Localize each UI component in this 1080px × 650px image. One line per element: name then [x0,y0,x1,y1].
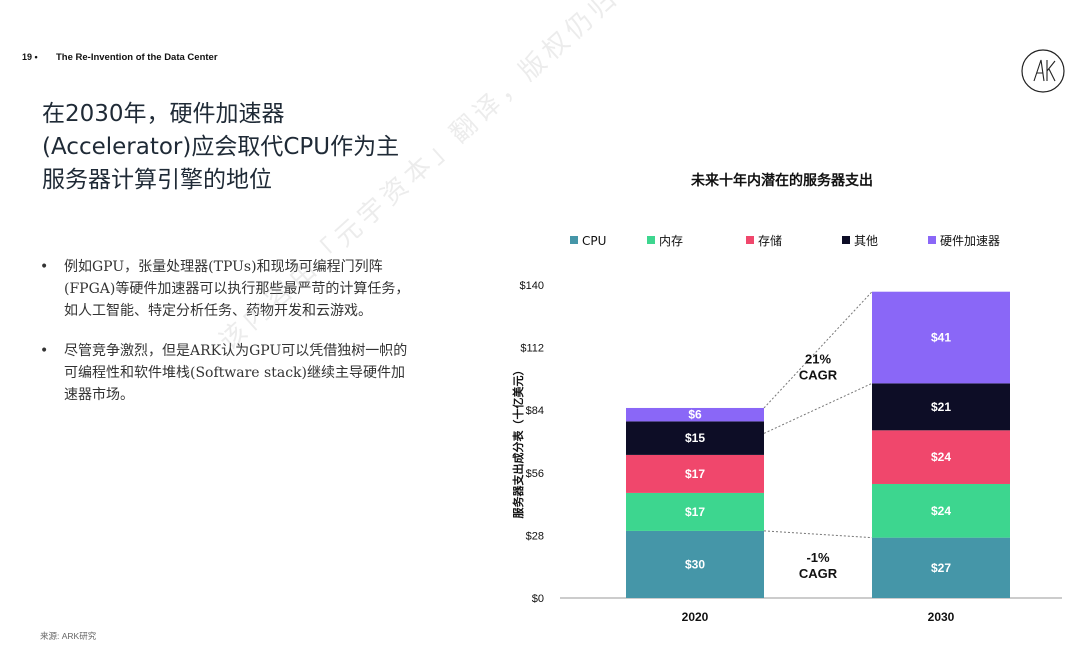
bar-segment [626,454,764,493]
legend-swatch [647,236,655,244]
legend-swatch [842,236,850,244]
cagr-annotation: 21% [805,351,831,366]
x-tick-label: 2030 [928,610,955,624]
legend-swatch [570,236,578,244]
title-line: 在2030年，硬件加速器 [42,101,285,127]
bullet-marker: • [40,343,49,359]
y-tick-label: $140 [520,280,544,292]
y-axis-label: 服务器支出成分表（十亿美元） [511,365,525,519]
bar-segment [872,483,1010,538]
bar-segment [872,430,1010,484]
data-label: $27 [931,561,951,575]
bar-segment [872,291,1010,384]
title-line: (Accelerator)应会取代CPU作为主 [42,134,400,160]
connector-line [763,382,873,434]
data-label: $24 [931,450,951,464]
bar-segment [626,492,764,531]
y-tick-label: $84 [526,405,544,417]
y-tick-label: $0 [532,593,544,605]
data-label: $15 [685,431,705,445]
legend-label: 内存 [659,234,683,248]
connector-line [763,291,873,409]
bar-segment [626,407,764,422]
server-spend-chart: 未来十年内潜在的服务器支出 CPU 内存 存储 其他 硬件加速器 $0 $28 $56 $84 $1… [511,172,1062,624]
bullet-list: • 例如GPU，张量处理器(TPUs)和现场可编程门列阵(FPGA)等硬件加速器… [40,256,410,424]
data-label: $17 [685,467,705,481]
connector-line [763,530,873,539]
bullet-item: • 例如GPU，张量处理器(TPUs)和现场可编程门列阵(FPGA)等硬件加速器… [40,256,410,322]
deck-title: The Re-Invention of the Data Center [56,52,218,63]
data-label: $41 [931,331,951,345]
chart-title: 未来十年内潜在的服务器支出 [691,172,873,189]
ark-logo-icon [1021,49,1065,93]
x-tick-label: 2020 [682,610,709,624]
legend-label: 存储 [758,233,782,248]
data-label: $30 [685,557,705,571]
page-title: 在2030年，硬件加速器 (Accelerator)应会取代CPU作为主 服务器… [42,98,482,197]
y-tick-label: $56 [526,468,544,480]
cagr-annotation: -1% [806,550,830,565]
legend-swatch [746,236,754,244]
data-label: $17 [685,505,705,519]
bullet-text: 尽管竞争激烈，但是ARK认为GPU可以凭借独树一帜的可编程性和软件堆栈(Soft… [64,343,408,403]
page-number: 19 • [22,52,38,62]
bullet-marker: • [40,259,49,275]
y-tick-label: $112 [520,343,544,355]
bar-segment [872,537,1010,598]
bar-segment [872,383,1010,431]
bullet-item: • 尽管竞争激烈，但是ARK认为GPU可以凭借独树一帜的可编程性和软件堆栈(So… [40,340,410,406]
data-label: $6 [688,408,702,422]
cagr-annotation: CAGR [799,367,838,382]
legend-label: 硬件加速器 [940,234,1000,248]
bullet-text: 例如GPU，张量处理器(TPUs)和现场可编程门列阵(FPGA)等硬件加速器可以… [64,259,410,319]
source-note: 来源: ARK研究 [40,631,97,641]
legend-label: CPU [582,234,606,248]
legend-swatch [928,236,936,244]
bar-segment [626,530,764,598]
legend-label: 其他 [854,234,878,248]
title-line: 服务器计算引擎的地位 [42,167,272,193]
data-label: $21 [931,400,951,414]
cagr-annotation: CAGR [799,566,838,581]
y-tick-label: $28 [526,530,544,542]
data-label: $24 [931,504,951,518]
bar-segment [626,421,764,455]
